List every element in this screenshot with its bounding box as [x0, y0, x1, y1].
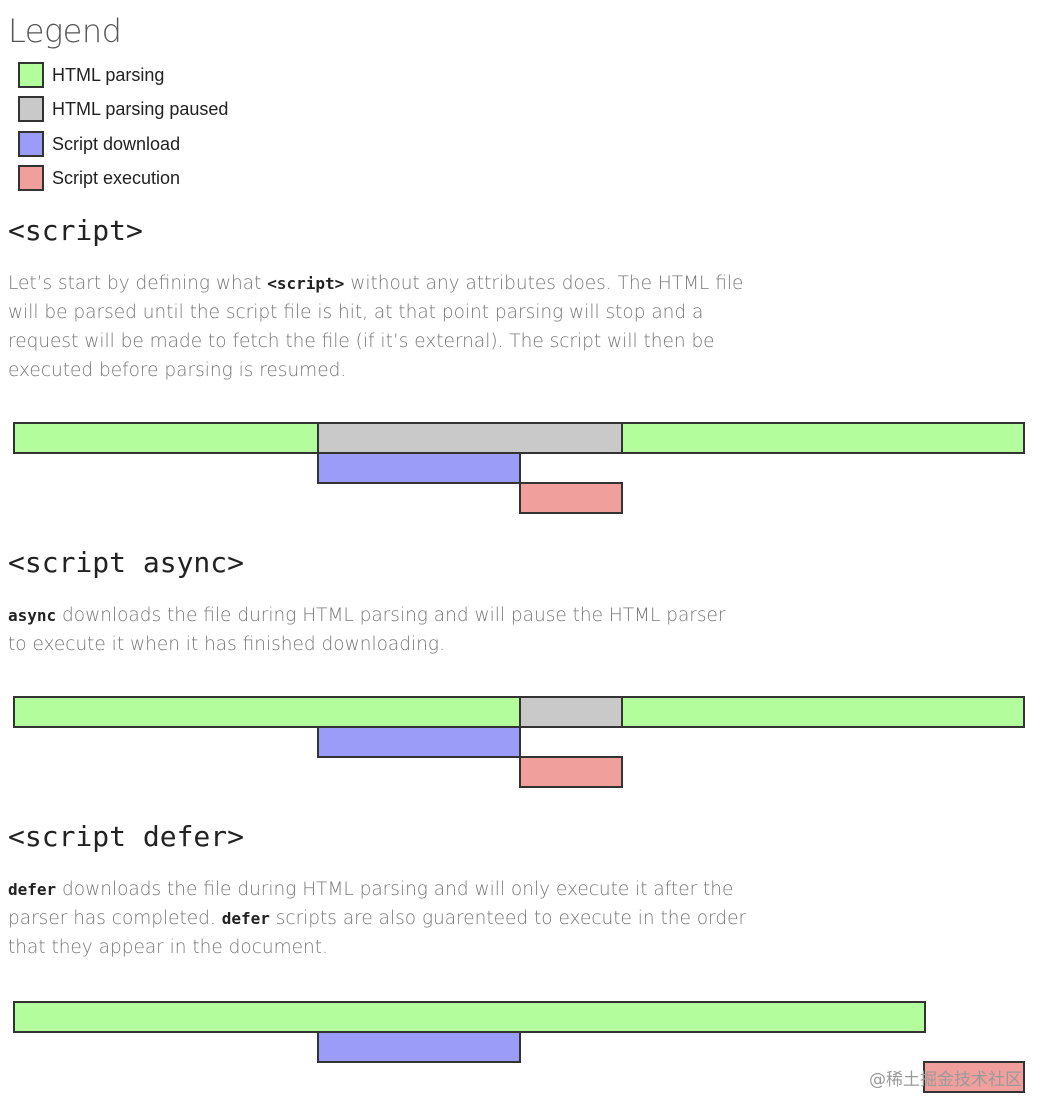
- script-execution-bar: [519, 756, 623, 788]
- legend-item-html-parsing: HTML parsing: [18, 61, 164, 89]
- script-download-swatch: [18, 131, 44, 157]
- legend-label: Script execution: [52, 167, 181, 188]
- legend-label: HTML parsing paused: [52, 98, 229, 119]
- section-title-script: <script>: [8, 214, 143, 247]
- legend-title: Legend: [8, 12, 122, 50]
- section-description-script: Let’s start by defining what <script> wi…: [8, 273, 744, 381]
- html-parsing-bar: [621, 422, 1025, 454]
- html-parsing-bar: [621, 696, 1025, 728]
- script-execution-bar: [519, 482, 623, 514]
- script-execution-swatch: [18, 165, 44, 191]
- html-parsing-paused-swatch: [18, 96, 44, 122]
- html-parsing-bar: [13, 696, 521, 728]
- html-parsing-paused-bar: [317, 422, 623, 454]
- script-download-bar: [317, 452, 521, 484]
- section-title-script-defer: <script defer>: [8, 820, 245, 853]
- section-description-defer: defer downloads the file during HTML par…: [8, 879, 747, 958]
- code-defer: defer: [221, 909, 270, 928]
- section-description-async: async downloads the file during HTML par…: [8, 605, 726, 655]
- code-defer: defer: [8, 880, 57, 899]
- script-execution-bar: [923, 1061, 1025, 1093]
- script-download-bar: [317, 726, 521, 758]
- html-parsing-bar: [13, 422, 319, 454]
- script-download-bar: [317, 1031, 521, 1063]
- code-async: async: [8, 606, 57, 625]
- legend-item-script-download: Script download: [18, 130, 180, 158]
- html-parsing-paused-bar: [519, 696, 623, 728]
- watermark: @稀土掘金技术社区: [869, 1070, 1022, 1090]
- legend-item-html-parsing-paused: HTML parsing paused: [18, 95, 228, 123]
- html-parsing-swatch: [18, 62, 44, 88]
- section-title-script-async: <script async>: [8, 546, 245, 579]
- legend-label: HTML parsing: [52, 64, 165, 85]
- code-script: <script>: [267, 274, 345, 293]
- html-parsing-bar: [13, 1001, 926, 1033]
- legend-item-script-execution: Script execution: [18, 164, 180, 192]
- legend-label: Script download: [52, 133, 181, 154]
